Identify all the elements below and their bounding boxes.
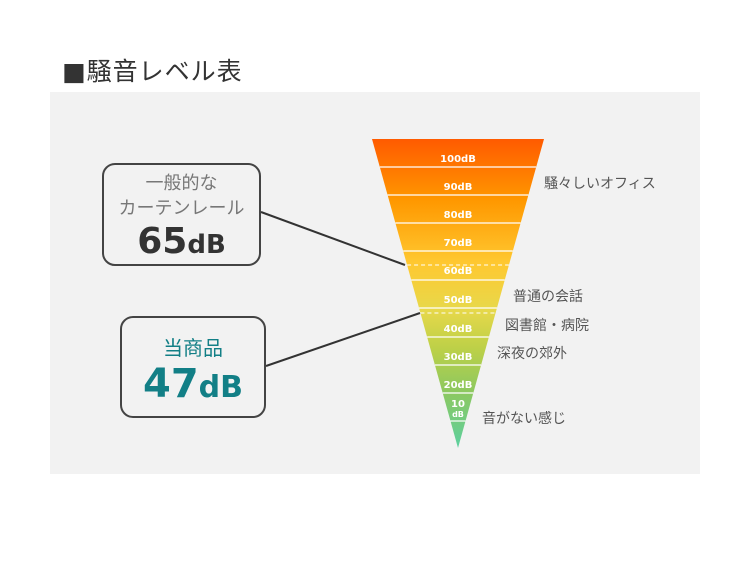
desc-silence: 音がない感じ: [482, 410, 566, 427]
level-40: 40dB: [444, 324, 473, 335]
connector-65db: [260, 211, 406, 266]
callout-label: 一般的な: [145, 173, 218, 194]
callout-unit: dB: [187, 230, 226, 260]
connector-47db: [265, 312, 421, 367]
callout-label: カーテンレール: [118, 198, 245, 219]
callout-our-product: 当商品 47dB: [120, 316, 266, 418]
desc-suburb-night: 深夜の郊外: [497, 345, 567, 362]
desc-conversation: 普通の会話: [513, 288, 583, 305]
desc-library-hospital: 図書館・病院: [505, 317, 589, 334]
callout-value: 47: [142, 361, 199, 407]
level-60: 60dB: [444, 266, 473, 277]
level-100: 100dB: [440, 154, 476, 165]
level-80: 80dB: [444, 210, 473, 221]
level-50: 50dB: [444, 295, 473, 306]
level-90: 90dB: [444, 182, 473, 193]
page-title: ■騒音レベル表: [62, 57, 243, 86]
level-70: 70dB: [444, 238, 473, 249]
level-30: 30dB: [444, 352, 473, 363]
desc-noisy-office: 騒々しいオフィス: [544, 176, 656, 192]
level-20: 20dB: [444, 380, 473, 391]
callout-value: 65: [137, 221, 188, 262]
callout-unit: dB: [198, 370, 243, 405]
level-10: 10: [451, 399, 465, 410]
callout-label: 当商品: [163, 336, 223, 360]
funnel-triangle: [372, 139, 544, 448]
level-10-unit: dB: [452, 410, 464, 419]
callout-typical-rail: 一般的な カーテンレール 65dB: [102, 163, 261, 266]
